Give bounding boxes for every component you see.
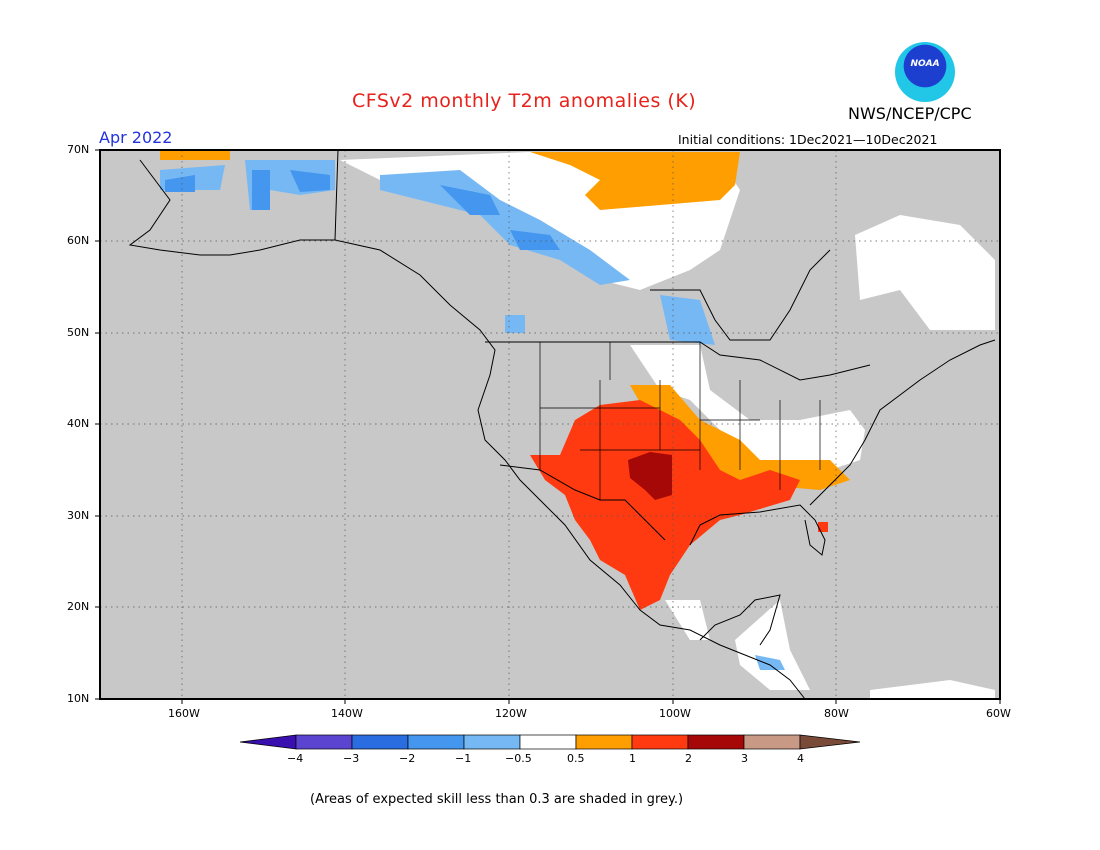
pacific-coastline bbox=[334, 239, 806, 700]
lon-label: 160W bbox=[168, 707, 200, 720]
lat-label: 30N bbox=[67, 509, 90, 522]
legend-box-7 bbox=[631, 734, 689, 750]
legend-tick: −1 bbox=[455, 752, 472, 765]
skill-footnote: (Areas of expected skill less than 0.3 a… bbox=[310, 792, 684, 807]
lat-label: 10N bbox=[67, 692, 90, 705]
agency-label: NWS/NCEP/CPC bbox=[848, 104, 972, 123]
forecast-month: Apr 2022 bbox=[99, 128, 173, 147]
legend-tick: 4 bbox=[797, 752, 804, 765]
legend-arrow-right bbox=[799, 734, 861, 750]
blue-region-central-america bbox=[755, 655, 785, 670]
lon-label: 80W bbox=[824, 707, 849, 720]
white-region-caribbean bbox=[870, 680, 995, 699]
chart-title: CFSv2 monthly T2m anomalies (K) bbox=[352, 90, 697, 112]
yucatan-coastline bbox=[699, 594, 781, 646]
legend-box-4 bbox=[463, 734, 521, 750]
orange-region-arctic-top bbox=[160, 150, 230, 160]
legend-box-1 bbox=[295, 734, 353, 750]
white-region-mexico bbox=[665, 600, 710, 640]
legend-box-3 bbox=[407, 734, 465, 750]
white-region-labrador bbox=[855, 215, 995, 330]
white-region-greatlakes bbox=[630, 345, 865, 470]
lat-label: 60N bbox=[67, 234, 90, 247]
lat-label: 50N bbox=[67, 326, 90, 339]
lon-label: 100W bbox=[659, 707, 691, 720]
graticule bbox=[100, 150, 1000, 699]
hudson-bay bbox=[650, 249, 831, 341]
blue-region-dark-arctic bbox=[165, 170, 560, 250]
initial-conditions: Initial conditions: 1Dec2021—10Dec2021 bbox=[678, 132, 938, 147]
color-legend bbox=[239, 734, 861, 750]
legend-tick: −2 bbox=[399, 752, 416, 765]
lon-label: 140W bbox=[331, 707, 363, 720]
lon-label: 120W bbox=[495, 707, 527, 720]
legend-tick: −3 bbox=[343, 752, 360, 765]
blue-region-canada-north bbox=[380, 170, 630, 285]
legend-box-6 bbox=[575, 734, 633, 750]
darkred-region-oklahoma bbox=[628, 452, 672, 500]
blue-region-hudson bbox=[660, 295, 715, 345]
legend-arrow-left bbox=[239, 734, 297, 750]
blue-region-bc bbox=[505, 315, 525, 333]
axis-ticks bbox=[95, 149, 1001, 704]
gulf-coastline bbox=[689, 504, 826, 556]
state-lines bbox=[539, 342, 821, 500]
red-region-florida bbox=[818, 522, 828, 532]
orange-region-plains bbox=[630, 385, 850, 490]
atlantic-coastline bbox=[809, 339, 996, 506]
red-region-southwest bbox=[530, 400, 800, 610]
legend-box-8 bbox=[687, 734, 745, 750]
legend-box-9 bbox=[743, 734, 801, 750]
noaa-logo: NOAA bbox=[895, 42, 955, 102]
orange-region-nunavut bbox=[530, 152, 740, 210]
lat-label: 40N bbox=[67, 417, 90, 430]
legend-tick: 3 bbox=[741, 752, 748, 765]
legend-tick: −4 bbox=[287, 752, 304, 765]
legend-tick: 1 bbox=[629, 752, 636, 765]
white-region-central-america bbox=[735, 600, 810, 690]
legend-tick: 2 bbox=[685, 752, 692, 765]
legend-tick: −0.5 bbox=[505, 752, 532, 765]
legend-box-2 bbox=[351, 734, 409, 750]
coastlines-and-borders bbox=[128, 149, 996, 700]
alaska-coastline bbox=[128, 149, 339, 256]
anomaly-shading bbox=[160, 150, 995, 699]
lat-label: 20N bbox=[67, 600, 90, 613]
lat-label: 70N bbox=[67, 143, 90, 156]
legend-box-5 bbox=[519, 734, 577, 750]
legend-tick: 0.5 bbox=[567, 752, 585, 765]
lon-label: 60W bbox=[986, 707, 1011, 720]
